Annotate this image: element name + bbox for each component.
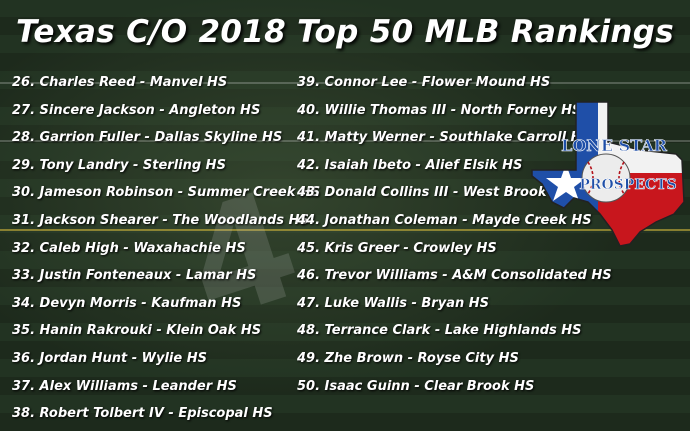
ranking-item: 30. Jameson Robinson - Summer Creek HS xyxy=(12,185,321,201)
ranking-item: 37. Alex Williams - Leander HS xyxy=(12,378,237,394)
ranking-item: 50. Isaac Guinn - Clear Brook HS xyxy=(297,378,535,394)
ranking-item: 39. Connor Lee - Flower Mound HS xyxy=(297,75,551,90)
ranking-item: 35. Hanin Rakrouki - Klein Oak HS xyxy=(12,323,262,339)
ranking-item: 41. Matty Werner - Southlake Carroll HS xyxy=(297,130,591,146)
ranking-item: 46. Trevor Williams - A&M Consolidated H… xyxy=(297,268,612,284)
field-yard-line xyxy=(0,82,690,84)
ranking-item: 42. Isaiah Ibeto - Alief Elsik HS xyxy=(297,157,523,173)
ranking-item: 33. Justin Fonteneaux - Lamar HS xyxy=(12,268,257,284)
ranking-item: 34. Devyn Morris - Kaufman HS xyxy=(12,295,242,311)
field-yard-line xyxy=(0,140,690,142)
ranking-item: 36. Jordan Hunt - Wylie HS xyxy=(12,350,207,366)
ranking-item: 32. Caleb High - Waxahachie HS xyxy=(12,240,246,256)
ranking-item: 40. Willie Thomas III - North Forney HS xyxy=(297,102,582,118)
ranking-item: 26. Charles Reed - Manvel HS xyxy=(12,75,228,90)
ranking-item: 47. Luke Wallis - Bryan HS xyxy=(297,295,489,311)
ranking-item: 48. Terrance Clark - Lake Highlands HS xyxy=(297,323,582,339)
rankings-column-left: 26. Charles Reed - Manvel HS 27. Sincere… xyxy=(12,69,320,428)
ranking-item: 44. Jonathan Coleman - Mayde Creek HS xyxy=(297,212,592,228)
ranking-item: 28. Garrion Fuller - Dallas Skyline HS xyxy=(12,130,283,146)
ranking-item: 45. Kris Greer - Crowley HS xyxy=(297,240,497,256)
ranking-item: 43. Donald Collins III - West Brook HS xyxy=(297,185,572,201)
logo-text-line1: LONE STAR xyxy=(561,136,668,155)
logo-text-line2: PROSPECTS xyxy=(579,177,676,193)
baseball-icon xyxy=(581,153,631,203)
page-title: Texas C/O 2018 Top 50 MLB Rankings xyxy=(15,14,675,50)
field-first-down-line xyxy=(0,229,690,231)
ranking-item: 49. Zhe Brown - Royse City HS xyxy=(297,350,519,366)
ranking-item: 29. Tony Landry - Sterling HS xyxy=(12,157,226,173)
ranking-item: 38. Robert Tolbert IV - Episcopal HS xyxy=(12,406,273,422)
ranking-item: 31. Jackson Shearer - The Woodlands HS xyxy=(12,212,309,228)
ranking-item: 27. Sincere Jackson - Angleton HS xyxy=(12,102,261,118)
rankings-column-right: 39. Connor Lee - Flower Mound HS 40. Wil… xyxy=(297,69,612,400)
lone-star-prospects-logo: LONE STAR PROSPECTS xyxy=(531,101,685,247)
